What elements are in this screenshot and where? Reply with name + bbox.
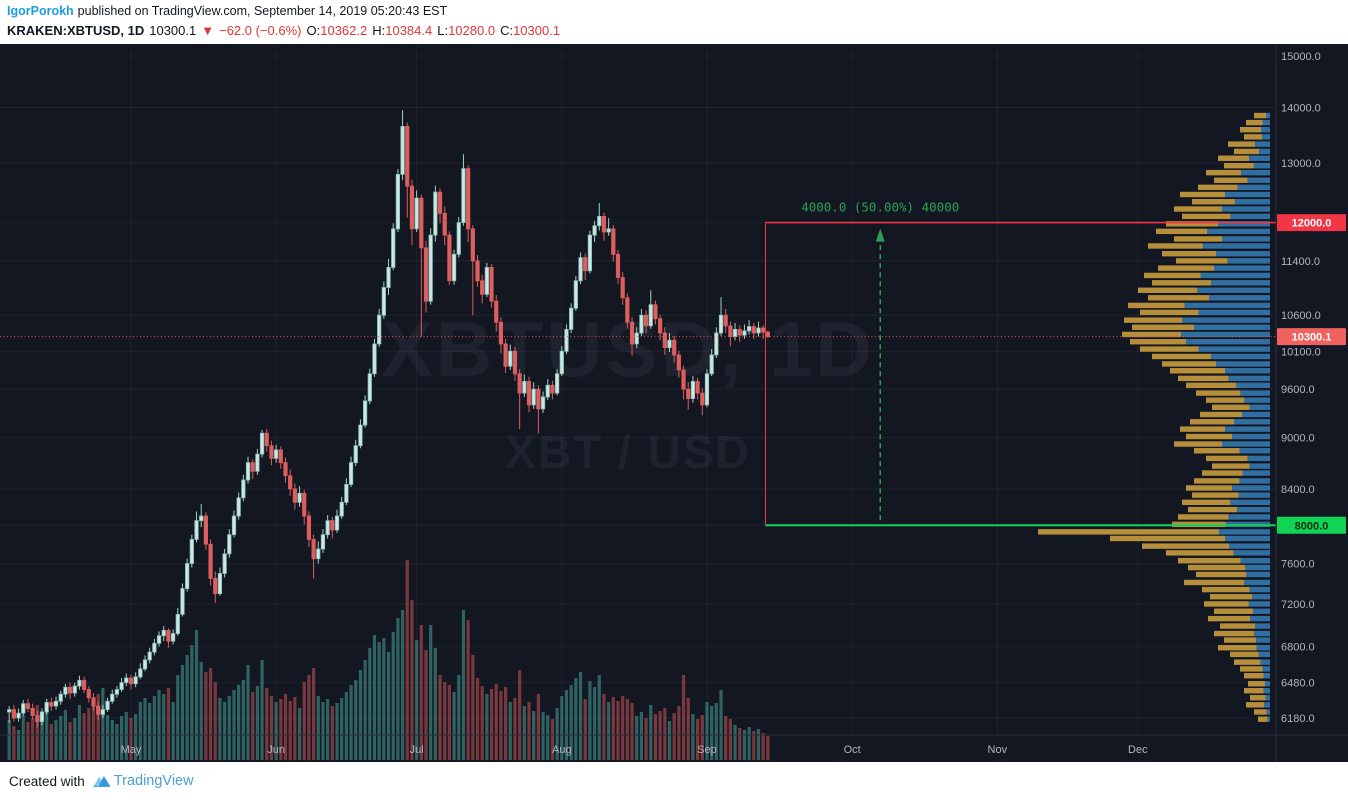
svg-text:7200.0: 7200.0 [1281,599,1315,611]
range-arrow-head [875,228,885,242]
svg-text:14000.0: 14000.0 [1281,103,1321,115]
svg-text:8400.0: 8400.0 [1281,484,1315,496]
svg-text:12000.0: 12000.0 [1292,218,1332,230]
range-label: 4000.0 (50.00%) 40000 [801,200,959,215]
svg-text:10100.0: 10100.0 [1281,346,1321,358]
price-change: −62.0 (−0.6%) [219,23,302,38]
axis-badge [1277,516,1346,534]
tradingview-brand-link[interactable]: TradingView [113,773,194,789]
svg-text:9000.0: 9000.0 [1281,432,1315,444]
publish-info: IgorPorokh published on TradingView.com, … [7,3,1348,20]
svg-text:Oct: Oct [844,744,861,756]
price-range-drawing[interactable]: 4000.0 (50.00%) 40000 [765,200,1276,527]
svg-text:Sep: Sep [697,744,717,756]
svg-text:13000.0: 13000.0 [1281,158,1321,170]
grid [0,44,1276,735]
header: IgorPorokh published on TradingView.com, … [0,0,1348,44]
svg-text:7600.0: 7600.0 [1281,559,1315,571]
svg-text:11400.0: 11400.0 [1281,256,1320,268]
svg-text:XBT / USD: XBT / USD [505,426,750,478]
svg-text:9600.0: 9600.0 [1281,384,1315,396]
svg-text:Jul: Jul [410,744,424,756]
svg-text:15000.0: 15000.0 [1281,51,1321,63]
axis-badge [1277,328,1346,346]
time-axis[interactable]: May Jun Jul Aug Sep Oct Nov Dec [121,744,1149,756]
symbol-status-row: KRAKEN:XBTUSD, 1D 10300.1 ▼ −62.0 (−0.6%… [7,20,1348,41]
ohlc-low: L:10280.0 [437,23,496,38]
published-text: published on TradingView.com, September … [77,4,448,18]
change-direction-icon: ▼ [201,23,215,38]
svg-text:May: May [121,744,142,756]
svg-text:Nov: Nov [988,744,1008,756]
svg-text:10600.0: 10600.0 [1281,310,1321,322]
candles [7,110,770,728]
volume-profile [1038,112,1270,722]
svg-text:Aug: Aug [552,744,572,756]
axis-badge [1277,214,1346,232]
svg-text:Dec: Dec [1128,744,1148,756]
svg-text:8000.0: 8000.0 [1295,520,1329,532]
tradingview-logo-icon[interactable] [92,772,111,791]
svg-text:6180.0: 6180.0 [1281,713,1315,725]
symbol-title[interactable]: KRAKEN:XBTUSD, 1D [7,23,145,38]
created-with-text: Created with [9,773,85,789]
svg-text:Jun: Jun [267,744,285,756]
price-chart[interactable]: XBTUSD, 1D XBT / USD 4000.0 (50.00%) 40000… [0,44,1348,762]
svg-text:10300.1: 10300.1 [1292,332,1332,344]
author-link[interactable]: IgorPorokh [7,4,74,18]
svg-text:6480.0: 6480.0 [1281,678,1315,690]
chart-background [0,44,1348,762]
axis-badges: 12000.0 10300.1 8000.0 [1277,214,1346,534]
ohlc-open: O:10362.2 [306,23,368,38]
ohlc-high: H:10384.4 [372,23,433,38]
footer-attribution: Created with TradingView [0,762,1348,800]
ohlc-close: C:10300.1 [500,23,561,38]
last-price: 10300.1 [149,23,197,38]
svg-text:6800.0: 6800.0 [1281,642,1315,654]
